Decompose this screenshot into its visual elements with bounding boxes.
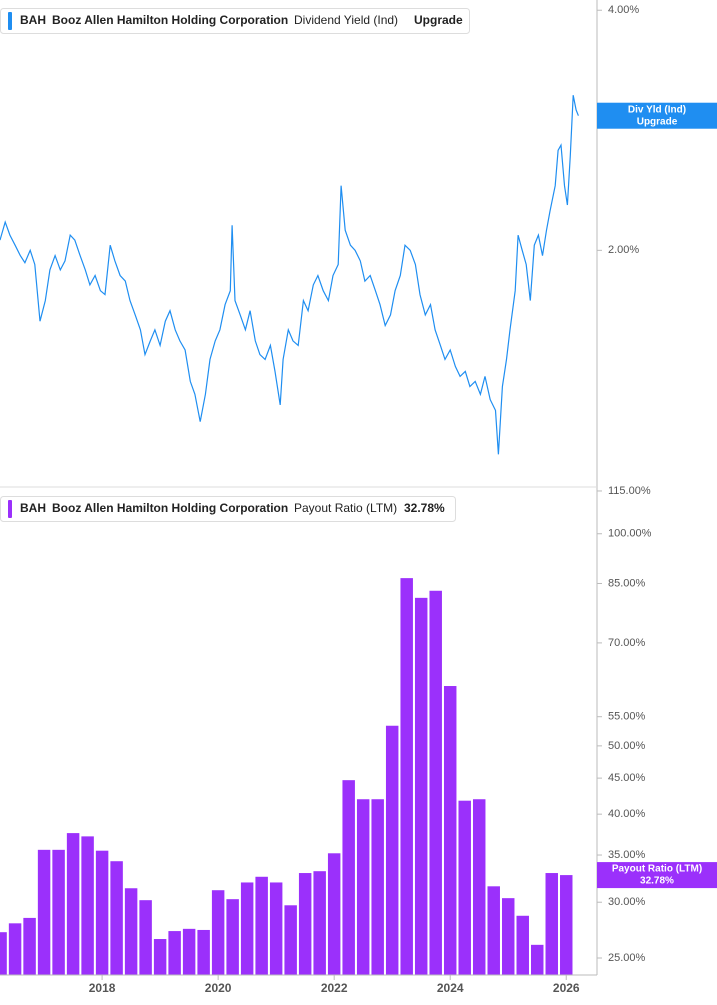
status: Upgrade bbox=[414, 13, 463, 27]
legend-box bbox=[0, 496, 456, 522]
bar bbox=[81, 836, 94, 975]
x-tick-label: 2026 bbox=[553, 981, 580, 995]
y-tick-label: 100.00% bbox=[608, 528, 652, 540]
y-tick-label: 35.00% bbox=[608, 849, 646, 861]
legend-swatch bbox=[8, 500, 12, 518]
ticker: BAH bbox=[20, 501, 46, 515]
value-tag bbox=[597, 862, 717, 889]
panel bbox=[0, 578, 573, 975]
bar bbox=[95, 850, 109, 975]
value-tag bbox=[597, 102, 717, 129]
bar bbox=[211, 890, 225, 975]
bar bbox=[66, 833, 80, 975]
ticker: BAH bbox=[20, 13, 46, 27]
bar bbox=[269, 882, 283, 975]
bar bbox=[298, 873, 312, 975]
bar bbox=[400, 578, 413, 975]
y-tick-label: 45.00% bbox=[608, 772, 646, 784]
bar bbox=[371, 799, 384, 975]
bar bbox=[458, 800, 471, 975]
legend-top: BAH Booz Allen Hamilton Holding Corporat… bbox=[0, 8, 470, 34]
bar bbox=[313, 871, 326, 975]
bar bbox=[443, 686, 457, 975]
bar bbox=[545, 873, 558, 975]
y-tick-label: 50.00% bbox=[608, 740, 646, 752]
x-tick-label: 2024 bbox=[437, 981, 464, 995]
bar bbox=[284, 905, 297, 975]
bar bbox=[487, 886, 500, 975]
y-tick-label: 25.00% bbox=[608, 952, 646, 964]
bar bbox=[531, 944, 544, 975]
bar bbox=[37, 849, 51, 975]
bar bbox=[153, 939, 167, 975]
legend-bottom: BAH Booz Allen Hamilton Holding Corporat… bbox=[0, 496, 456, 522]
metric: Dividend Yield (Ind) bbox=[294, 13, 398, 27]
y-tick-label: 40.00% bbox=[608, 808, 646, 820]
company: Booz Allen Hamilton Holding Corporation bbox=[52, 13, 288, 27]
bar bbox=[501, 898, 515, 975]
bar bbox=[255, 876, 268, 975]
y-tick-label: 85.00% bbox=[608, 577, 646, 589]
bar bbox=[414, 597, 428, 975]
bar bbox=[197, 929, 210, 975]
bar bbox=[110, 861, 123, 975]
bar bbox=[356, 799, 370, 975]
y-tick-label: 30.00% bbox=[608, 896, 646, 908]
x-tick-label: 2022 bbox=[321, 981, 348, 995]
bar bbox=[124, 888, 138, 975]
y-tick-label: 115.00% bbox=[608, 485, 651, 497]
bar bbox=[342, 780, 355, 975]
x-tick-label: 2020 bbox=[205, 981, 232, 995]
bar bbox=[139, 900, 152, 975]
bar bbox=[182, 928, 196, 975]
bar bbox=[240, 882, 254, 975]
y-tick-label: 55.00% bbox=[608, 711, 646, 723]
panel bbox=[0, 95, 579, 455]
last-value: 32.78% bbox=[404, 501, 445, 515]
tag-status: Upgrade bbox=[637, 116, 678, 127]
y-tick-label: 4.00% bbox=[608, 4, 639, 16]
y-tick-label: 2.00% bbox=[608, 244, 639, 256]
yield-line bbox=[0, 95, 579, 455]
legend-box bbox=[0, 8, 470, 34]
tag-label: Div Yld (Ind) bbox=[628, 104, 686, 115]
bar bbox=[327, 853, 341, 975]
bar bbox=[8, 923, 22, 975]
y-tick-label: 70.00% bbox=[608, 637, 646, 649]
company: Booz Allen Hamilton Holding Corporation bbox=[52, 501, 288, 515]
bar bbox=[168, 931, 181, 975]
bar bbox=[52, 849, 65, 975]
x-tick-label: 2018 bbox=[89, 981, 116, 995]
bar bbox=[472, 799, 486, 975]
bar bbox=[23, 917, 36, 975]
bar bbox=[385, 725, 399, 975]
bar bbox=[429, 590, 442, 975]
metric: Payout Ratio (LTM) bbox=[294, 501, 397, 515]
bar bbox=[0, 932, 7, 975]
tag-label: Payout Ratio (LTM) bbox=[612, 864, 702, 875]
legend-swatch bbox=[8, 12, 12, 30]
bar bbox=[560, 875, 573, 975]
tag-value: 32.78% bbox=[640, 876, 674, 887]
bar bbox=[226, 899, 239, 975]
bar bbox=[516, 915, 529, 975]
